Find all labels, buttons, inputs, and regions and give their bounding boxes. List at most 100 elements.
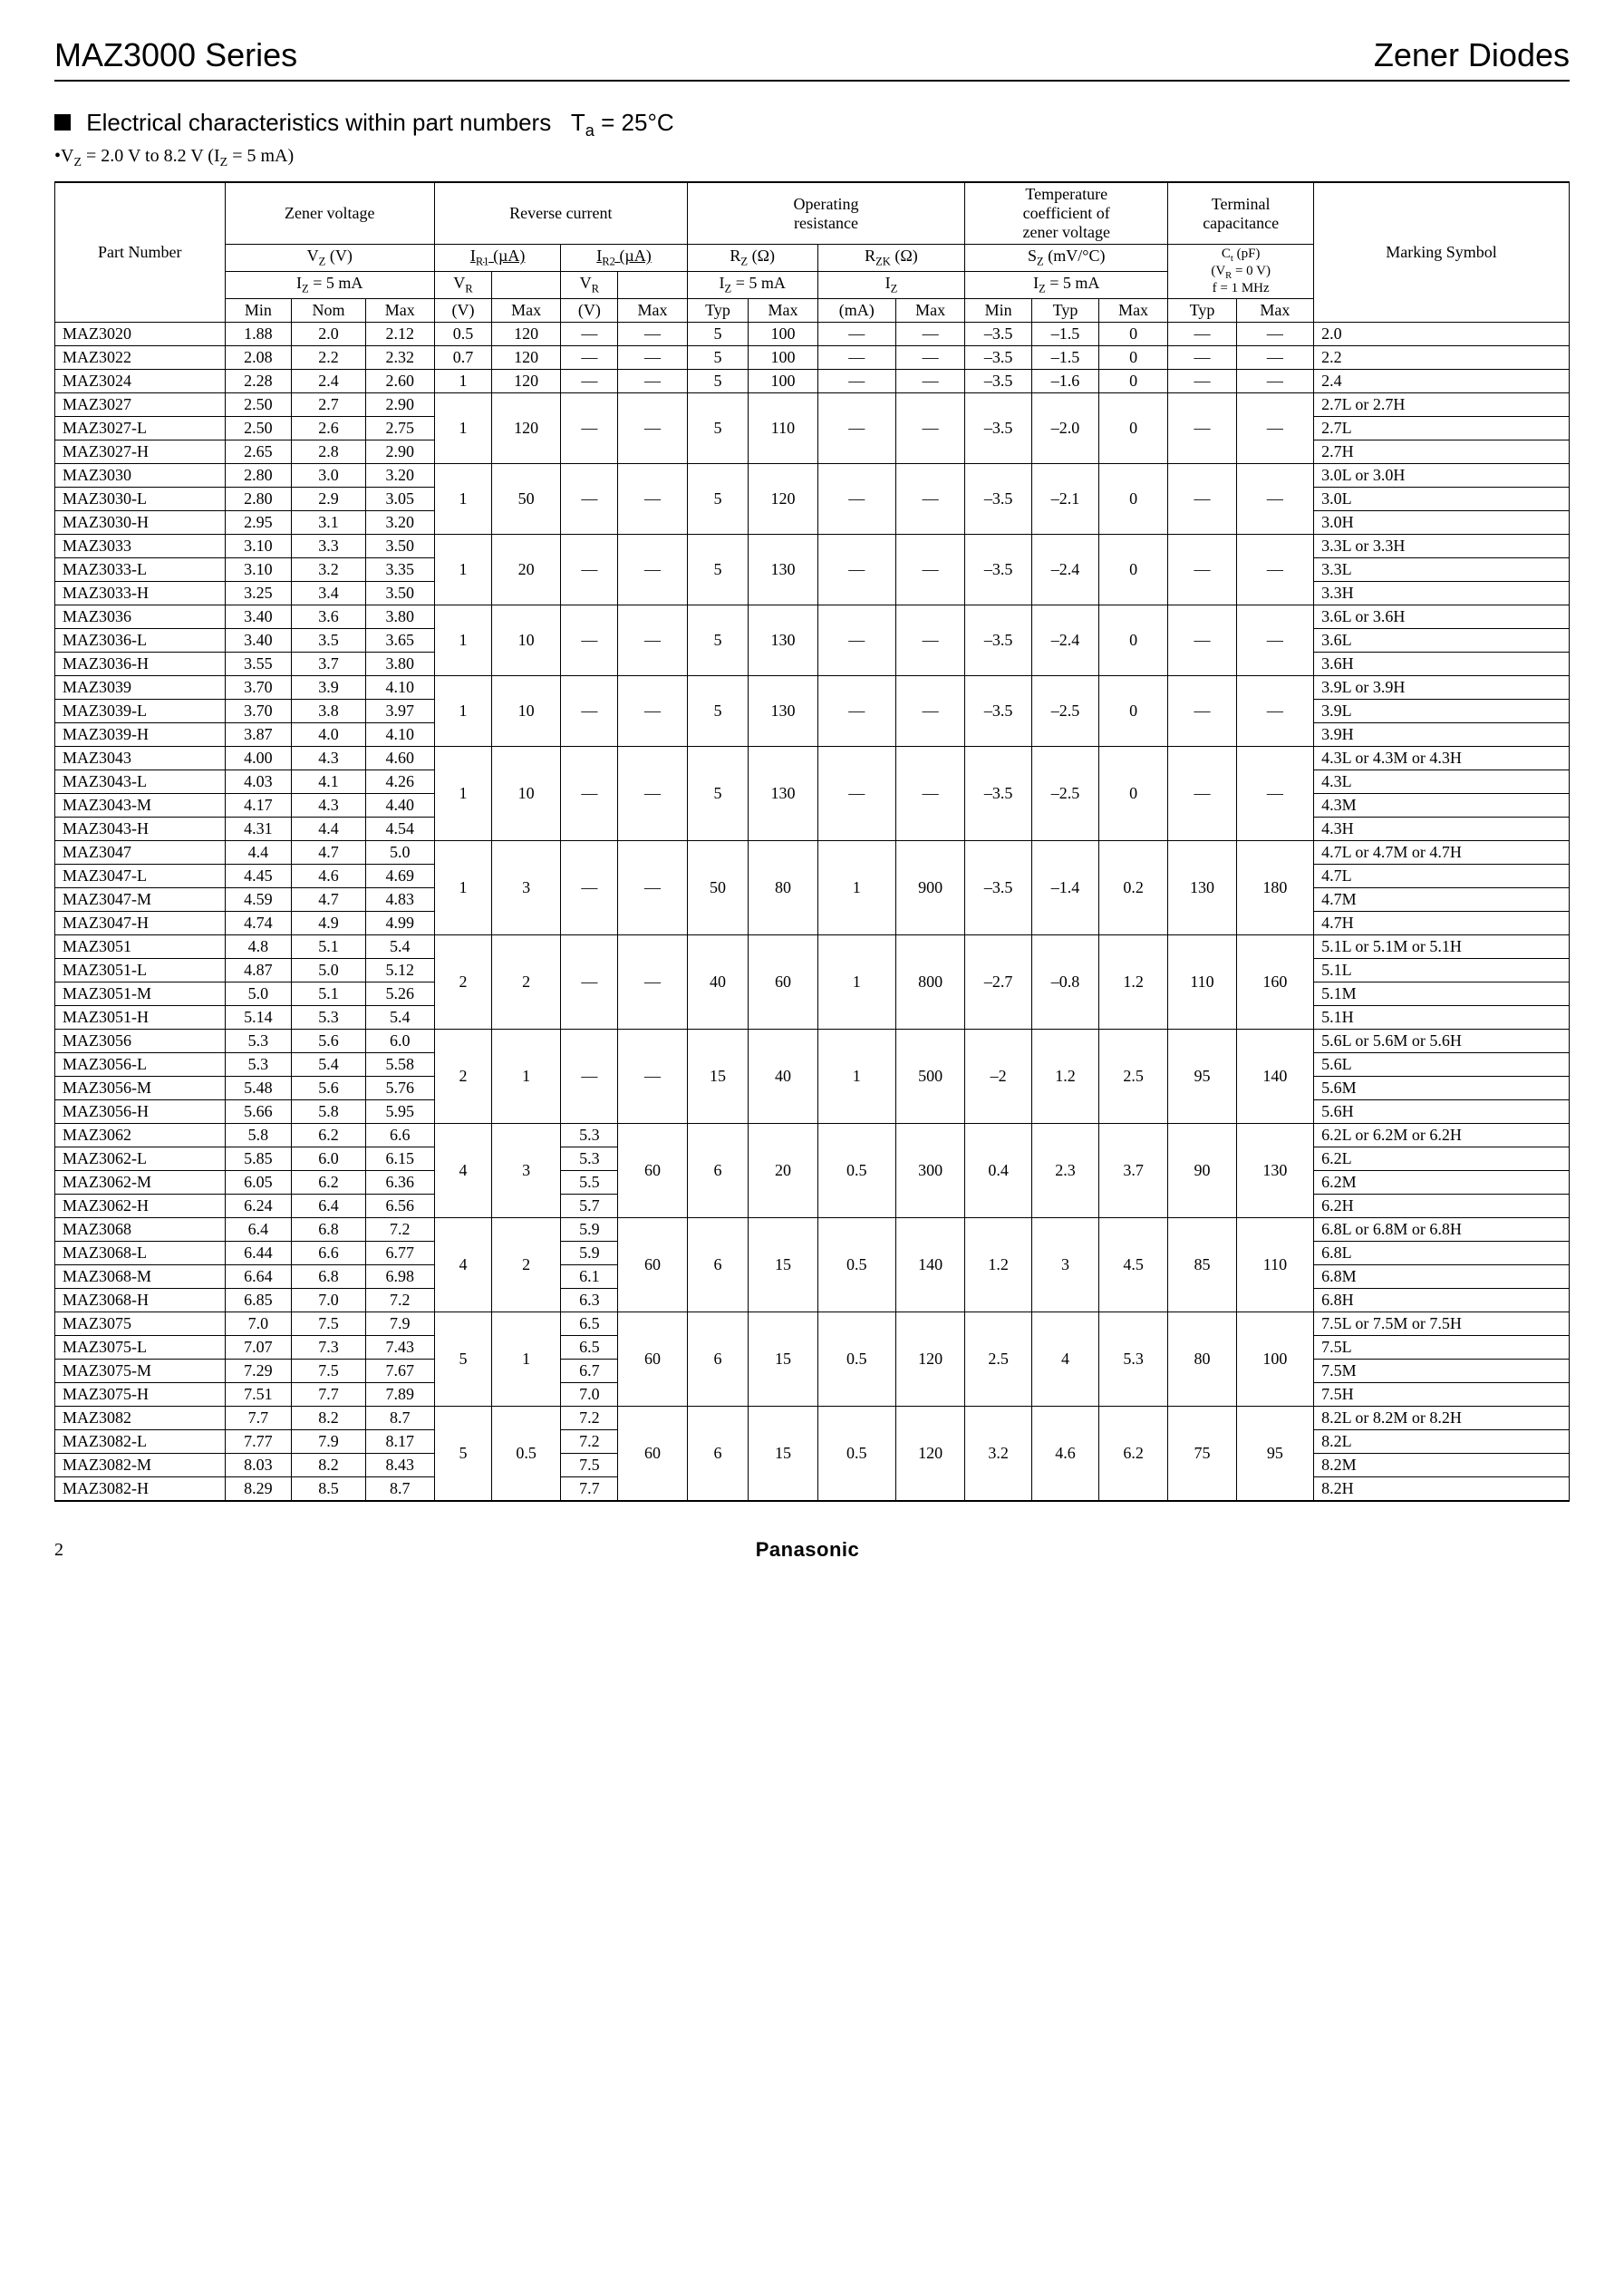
part-number-cell: MAZ3043: [55, 747, 226, 770]
part-number-cell: MAZ3043-L: [55, 770, 226, 794]
part-number-cell: MAZ3051-L: [55, 959, 226, 982]
table-row: MAZ30302.803.03.20150——5120——–3.5–2.10——…: [55, 464, 1570, 488]
section-title-text: Electrical characteristics within part n…: [86, 109, 551, 136]
marking-symbol-cell: 5.6H: [1314, 1100, 1570, 1124]
marking-symbol-cell: 3.9L: [1314, 700, 1570, 723]
part-number-cell: MAZ3075-M: [55, 1360, 226, 1383]
col-ct-typ: Typ: [1168, 299, 1237, 323]
part-number-cell: MAZ3051-H: [55, 1006, 226, 1030]
part-number-cell: MAZ3022: [55, 346, 226, 370]
table-row: MAZ30514.85.15.422——40601800–2.7–0.81.21…: [55, 935, 1570, 959]
marking-symbol-cell: 2.7H: [1314, 440, 1570, 464]
part-number-cell: MAZ3068-L: [55, 1242, 226, 1265]
col-vr2-v: (V): [561, 299, 618, 323]
marking-symbol-cell: 4.7L: [1314, 865, 1570, 888]
col-ir2: IR2 (µA): [561, 245, 687, 272]
marking-symbol-cell: 6.8L or 6.8M or 6.8H: [1314, 1218, 1570, 1242]
part-number-cell: MAZ3047-L: [55, 865, 226, 888]
part-number-cell: MAZ3043-M: [55, 794, 226, 818]
spec-table: Part Number Zener voltage Reverse curren…: [54, 181, 1570, 1502]
col-vr-1: VR: [434, 272, 491, 299]
marking-symbol-cell: 3.0L: [1314, 488, 1570, 511]
part-number-cell: MAZ3075: [55, 1312, 226, 1336]
marking-symbol-cell: 6.2L or 6.2M or 6.2H: [1314, 1124, 1570, 1147]
part-number-cell: MAZ3056-M: [55, 1077, 226, 1100]
table-row: MAZ30242.282.42.601120——5100——–3.5–1.60—…: [55, 370, 1570, 393]
table-row: MAZ30363.403.63.80110——5130——–3.5–2.40——…: [55, 605, 1570, 629]
marking-symbol-cell: 7.5L or 7.5M or 7.5H: [1314, 1312, 1570, 1336]
part-number-cell: MAZ3033-L: [55, 558, 226, 582]
col-min: Min: [225, 299, 292, 323]
part-number-cell: MAZ3027-H: [55, 440, 226, 464]
marking-symbol-cell: 6.8L: [1314, 1242, 1570, 1265]
marking-symbol-cell: 3.9L or 3.9H: [1314, 676, 1570, 700]
table-head: Part Number Zener voltage Reverse curren…: [55, 182, 1570, 323]
part-number-cell: MAZ3036-L: [55, 629, 226, 653]
marking-symbol-cell: 5.6L: [1314, 1053, 1570, 1077]
col-vz: VZ (V): [225, 245, 434, 272]
marking-symbol-cell: 2.4: [1314, 370, 1570, 393]
marking-symbol-cell: 4.3L: [1314, 770, 1570, 794]
marking-symbol-cell: 3.6L or 3.6H: [1314, 605, 1570, 629]
col-rz: RZ (Ω): [687, 245, 817, 272]
col-rzk: RZK (Ω): [817, 245, 965, 272]
marking-symbol-cell: 5.1L: [1314, 959, 1570, 982]
marking-symbol-cell: 6.8H: [1314, 1289, 1570, 1312]
table-row: MAZ30272.502.72.901120——5110——–3.5–2.00—…: [55, 393, 1570, 417]
col-iz5ma-sz: IZ = 5 mA: [965, 272, 1168, 299]
table-row: MAZ30625.86.26.6435.3606200.53000.42.33.…: [55, 1124, 1570, 1147]
marking-symbol-cell: 3.6L: [1314, 629, 1570, 653]
marking-symbol-cell: 5.6M: [1314, 1077, 1570, 1100]
col-iz5ma-rz: IZ = 5 mA: [687, 272, 817, 299]
part-number-cell: MAZ3047: [55, 841, 226, 865]
marking-symbol-cell: 2.7L or 2.7H: [1314, 393, 1570, 417]
marking-symbol-cell: 3.6H: [1314, 653, 1570, 676]
part-number-cell: MAZ3082: [55, 1407, 226, 1430]
marking-symbol-cell: 8.2H: [1314, 1477, 1570, 1502]
marking-symbol-cell: 3.0H: [1314, 511, 1570, 535]
square-bullet-icon: [54, 114, 71, 131]
col-iz-rzk: IZ: [817, 272, 965, 299]
part-number-cell: MAZ3024: [55, 370, 226, 393]
marking-symbol-cell: 4.7L or 4.7M or 4.7H: [1314, 841, 1570, 865]
table-row: MAZ30474.44.75.013——50801900–3.5–1.40.21…: [55, 841, 1570, 865]
part-number-cell: MAZ3056-H: [55, 1100, 226, 1124]
part-number-cell: MAZ3036: [55, 605, 226, 629]
part-number-cell: MAZ3068-M: [55, 1265, 226, 1289]
table-row: MAZ30393.703.94.10110——5130——–3.5–2.50——…: [55, 676, 1570, 700]
marking-symbol-cell: 6.2M: [1314, 1171, 1570, 1195]
marking-symbol-cell: 6.2L: [1314, 1147, 1570, 1171]
part-number-cell: MAZ3056-L: [55, 1053, 226, 1077]
part-number-cell: MAZ3039-L: [55, 700, 226, 723]
part-number-cell: MAZ3056: [55, 1030, 226, 1053]
col-ct: Ct (pF) (VR = 0 V) f = 1 MHz: [1168, 245, 1314, 299]
part-number-cell: MAZ3051-M: [55, 982, 226, 1006]
marking-symbol-cell: 7.5L: [1314, 1336, 1570, 1360]
marking-symbol-cell: 6.2H: [1314, 1195, 1570, 1218]
part-number-cell: MAZ3075-H: [55, 1383, 226, 1407]
brand-label: Panasonic: [756, 1538, 860, 1562]
col-sz-typ: Typ: [1032, 299, 1099, 323]
col-rzk-ma: (mA): [817, 299, 895, 323]
col-sz-min: Min: [965, 299, 1032, 323]
part-number-cell: MAZ3020: [55, 323, 226, 346]
marking-symbol-cell: 2.7L: [1314, 417, 1570, 440]
marking-symbol-cell: 4.3L or 4.3M or 4.3H: [1314, 747, 1570, 770]
col-sz-max: Max: [1098, 299, 1167, 323]
col-marking-symbol: Marking Symbol: [1314, 182, 1570, 323]
col-nom: Nom: [292, 299, 365, 323]
marking-symbol-cell: 3.9H: [1314, 723, 1570, 747]
table-row: MAZ30827.78.28.750.57.2606150.51203.24.6…: [55, 1407, 1570, 1430]
part-number-cell: MAZ3039: [55, 676, 226, 700]
part-number-cell: MAZ3082-L: [55, 1430, 226, 1454]
part-number-cell: MAZ3062-M: [55, 1171, 226, 1195]
part-number-cell: MAZ3062: [55, 1124, 226, 1147]
table-row: MAZ30201.882.02.120.5120——5100——–3.5–1.5…: [55, 323, 1570, 346]
marking-symbol-cell: 8.2L: [1314, 1430, 1570, 1454]
table-row: MAZ30333.103.33.50120——5130——–3.5–2.40——…: [55, 535, 1570, 558]
page-footer: 2 Panasonic: [54, 1538, 1570, 1562]
col-temp-coef: Temperaturecoefficient ofzener voltage: [965, 182, 1168, 245]
table-body: MAZ30201.882.02.120.5120——5100——–3.5–1.5…: [55, 323, 1570, 1502]
part-number-cell: MAZ3030: [55, 464, 226, 488]
subtitle: •VZ = 2.0 V to 8.2 V (IZ = 5 mA): [54, 146, 1570, 170]
